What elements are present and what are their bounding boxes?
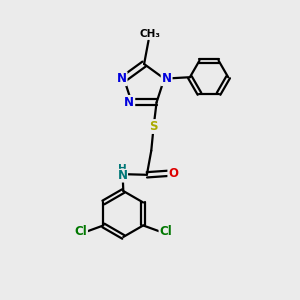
Text: O: O — [168, 167, 178, 180]
Text: Cl: Cl — [160, 225, 172, 238]
Text: CH₃: CH₃ — [140, 29, 160, 39]
Text: N: N — [118, 169, 128, 182]
Text: N: N — [124, 96, 134, 109]
Text: N: N — [162, 72, 172, 85]
Text: N: N — [117, 72, 127, 85]
Text: S: S — [149, 120, 158, 133]
Text: H: H — [118, 164, 127, 174]
Text: Cl: Cl — [74, 225, 87, 238]
